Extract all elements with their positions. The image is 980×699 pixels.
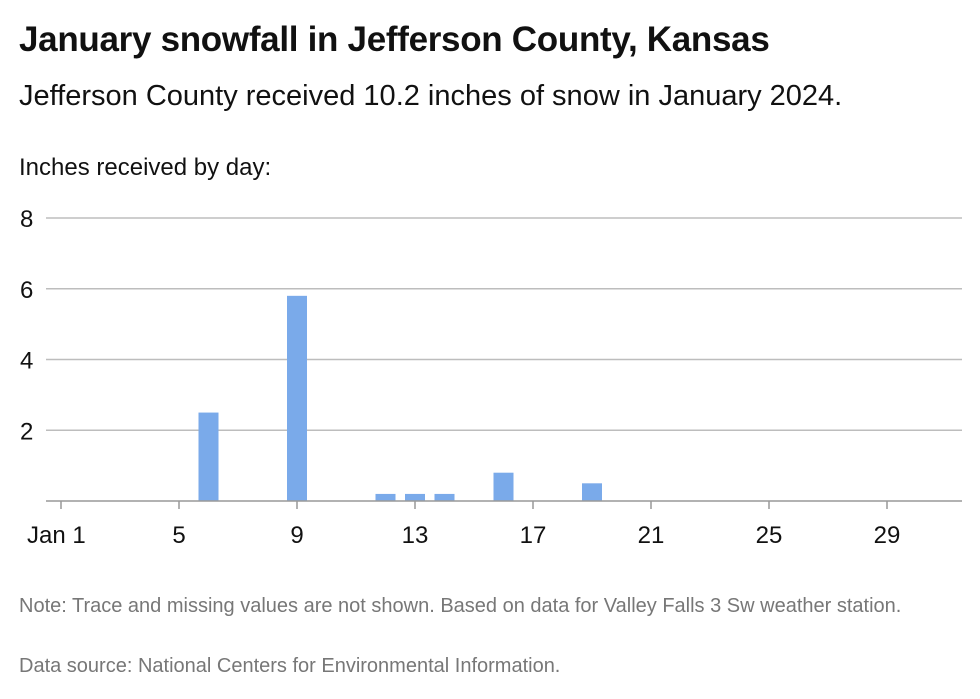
y-tick-label: 2 [20,418,33,445]
footnote: Note: Trace and missing values are not s… [19,595,902,617]
x-tick-label: 17 [520,522,547,549]
bar-day-13 [405,493,425,501]
y-axis-label: Inches received by day: [19,154,272,181]
y-tick-label: 4 [20,348,33,375]
chart-subtitle: Jefferson County received 10.2 inches of… [19,80,843,112]
x-tick-label: Jan 1 [27,522,86,549]
y-tick-label: 8 [20,206,33,233]
bar-day-6 [198,412,219,501]
bar-day-12 [375,493,396,501]
x-tick-label: 25 [756,522,783,549]
data-source: Data source: National Centers for Enviro… [19,655,561,677]
bar-day-16 [493,472,514,501]
bar-day-14 [434,493,455,501]
bar-day-19 [582,483,602,501]
y-axis: 2 4 6 8 [20,206,33,445]
y-tick-label: 6 [20,277,33,304]
x-tick-label: 13 [402,522,429,549]
x-tick-label: 21 [638,522,665,549]
bars [198,295,602,501]
x-tick-label: 5 [172,522,185,549]
gridlines [46,217,962,431]
x-tick-label: 9 [290,522,303,549]
bar-chart: Jan 1 5 9 13 17 21 25 29 2 4 6 8 [20,206,962,549]
chart-title: January snowfall in Jefferson County, Ka… [19,20,770,59]
x-axis: Jan 1 5 9 13 17 21 25 29 [27,500,962,549]
bar-day-9 [287,295,307,501]
x-tick-label: 29 [874,522,901,549]
